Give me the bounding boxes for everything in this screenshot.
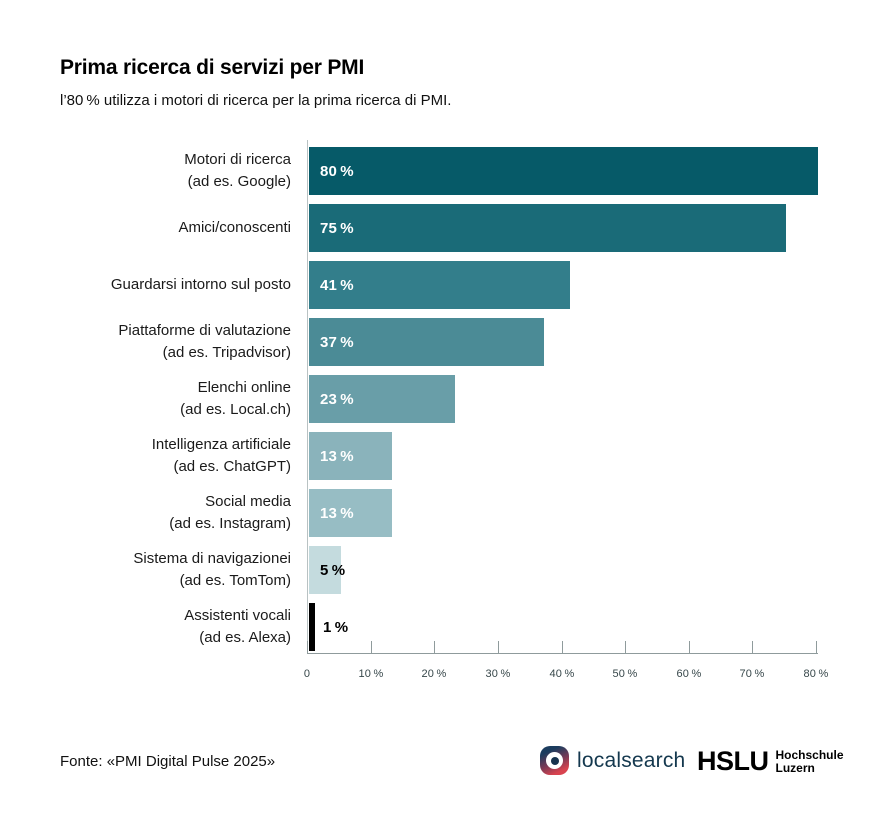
bar-value-label: 5 % <box>320 561 346 579</box>
x-axis-tick-label: 10 % <box>358 668 384 680</box>
x-axis-tick <box>498 641 499 653</box>
page-title: Prima ricerca di servizi per PMI <box>60 56 365 79</box>
bar-row: Intelligenza artificiale (ad es. ChatGPT)… <box>0 432 886 480</box>
x-axis-tick <box>562 641 563 653</box>
localsearch-wordmark: localsearch <box>577 748 686 772</box>
chart-baseline-vertical <box>307 140 308 653</box>
hslu-logo: HSLU Hochschule Luzern <box>697 746 844 776</box>
hslu-line2: Luzern <box>775 760 815 775</box>
hslu-subtitle: Hochschule Luzern <box>776 749 844 774</box>
x-axis-tick-label: 60 % <box>676 668 702 680</box>
source-note: Fonte: «PMI Digital Pulse 2025» <box>60 753 276 770</box>
bar-category-label: Social media (ad es. Instagram) <box>0 489 291 537</box>
bar-category-label-line: (ad es. Google) <box>187 173 291 190</box>
bar-category-label: Sistema di navigazionei (ad es. TomTom) <box>0 546 291 594</box>
x-axis-tick <box>625 641 626 653</box>
x-axis-tick-label: 20 % <box>421 668 447 680</box>
bar-category-label: Piattaforme di valutazione (ad es. Tripad… <box>0 318 291 366</box>
bar <box>309 261 570 309</box>
bar-value-label: 75 % <box>320 219 354 237</box>
bar-row: Assistenti vocali (ad es. Alexa) 1 % <box>0 603 886 651</box>
bar-category-label: Amici/conoscenti <box>0 204 291 252</box>
bar-category-label: Intelligenza artificiale (ad es. ChatGPT) <box>0 432 291 480</box>
bar-category-label-line: (ad es. Instagram) <box>169 515 291 532</box>
bar-category-label-line: (ad es. ChatGPT) <box>173 458 291 475</box>
x-axis-tick-label: 50 % <box>612 668 638 680</box>
x-axis-tick-label: 0 <box>303 668 311 680</box>
bar-value-label: 80 % <box>320 162 354 180</box>
bar-category-label-line: (ad es. Alexa) <box>199 629 291 646</box>
bar <box>309 204 786 252</box>
bar-category-label-line: (ad es. Tripadvisor) <box>162 344 291 361</box>
x-axis-tick-label: 70 % <box>739 668 765 680</box>
x-axis-tick <box>752 641 753 653</box>
bar <box>309 546 341 594</box>
bar-category-label: Elenchi online (ad es. Local.ch) <box>0 375 291 423</box>
x-axis-tick <box>371 641 372 653</box>
bar-category-label-line: Amici/conoscenti <box>178 219 291 236</box>
localsearch-target-icon <box>540 746 569 775</box>
bar-category-label-line: Social media <box>205 493 291 510</box>
hslu-wordmark: HSLU <box>697 746 769 776</box>
bar <box>309 147 818 195</box>
bar-row: Amici/conoscenti 75 % <box>0 204 886 252</box>
bar-row: Piattaforme di valutazione (ad es. Tripad… <box>0 318 886 366</box>
bar-row: Motori di ricerca (ad es. Google) 80 % <box>0 147 886 195</box>
bar-category-label-line: (ad es. Local.ch) <box>180 401 291 418</box>
localsearch-icon-ring <box>546 752 563 769</box>
x-axis-tick <box>307 641 308 653</box>
bar-row: Elenchi online (ad es. Local.ch) 23 % <box>0 375 886 423</box>
bar-category-label-line: Guardarsi intorno sul posto <box>110 276 291 293</box>
bar <box>309 375 455 423</box>
bar-value-label: 13 % <box>320 447 354 465</box>
bar-value-label: 13 % <box>320 504 354 522</box>
x-axis-line <box>307 653 818 654</box>
x-axis-tick <box>816 641 817 653</box>
bar-category-label: Motori di ricerca (ad es. Google) <box>0 147 291 195</box>
x-axis-tick-label: 80 % <box>803 668 829 680</box>
x-axis-tick <box>434 641 435 653</box>
hslu-line1: Hochschule <box>775 748 844 762</box>
bar <box>309 318 544 366</box>
localsearch-icon-dot <box>550 756 559 765</box>
bar-value-label: 23 % <box>320 390 354 408</box>
bar-category-label-line: Assistenti vocali <box>184 607 291 624</box>
bar-category-label-line: Piattaforme di valutazione <box>118 322 291 339</box>
bar-value-label: 41 % <box>320 276 354 294</box>
bar-row: Sistema di navigazionei (ad es. TomTom) 5 … <box>0 546 886 594</box>
bar-value-label: 1 % <box>323 618 349 636</box>
page-subtitle: l’80 % utilizza i motori di ricerca per … <box>60 92 452 109</box>
bar <box>309 432 392 480</box>
x-axis-tick <box>689 641 690 653</box>
bar-category-label-line: Elenchi online <box>197 379 291 396</box>
bar-row: Social media (ad es. Instagram) 13 % <box>0 489 886 537</box>
bar <box>309 489 392 537</box>
bar-category-label-line: Intelligenza artificiale <box>151 436 291 453</box>
bar <box>309 603 315 651</box>
x-axis-tick-label: 40 % <box>549 668 575 680</box>
bar-category-label-line: (ad es. TomTom) <box>179 572 291 589</box>
bar-category-label: Assistenti vocali (ad es. Alexa) <box>0 603 291 651</box>
bar-value-label: 37 % <box>320 333 354 351</box>
x-axis-tick-label: 30 % <box>485 668 511 680</box>
bar-row: Guardarsi intorno sul posto 41 % <box>0 261 886 309</box>
bar-category-label: Guardarsi intorno sul posto <box>0 261 291 309</box>
bar-category-label-line: Motori di ricerca <box>184 151 291 168</box>
localsearch-logo: localsearch <box>540 746 685 775</box>
bar-category-label-line: Sistema di navigazionei <box>133 550 291 567</box>
